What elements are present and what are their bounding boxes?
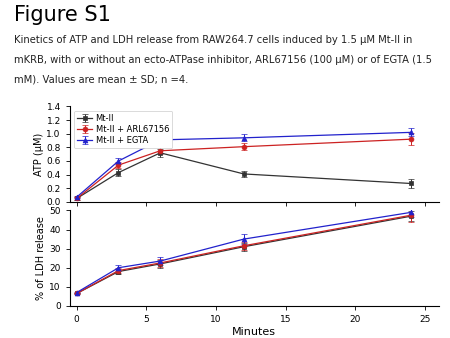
Legend: Mt-II, Mt-II + ARL67156, Mt-II + EGTA: Mt-II, Mt-II + ARL67156, Mt-II + EGTA (74, 111, 172, 148)
Text: Kinetics of ATP and LDH release from RAW264.7 cells induced by 1.5 μM Mt-II in: Kinetics of ATP and LDH release from RAW… (14, 35, 412, 46)
Text: Figure S1: Figure S1 (14, 5, 110, 25)
Y-axis label: ATP (μM): ATP (μM) (34, 132, 44, 176)
Y-axis label: % of LDH release: % of LDH release (36, 216, 46, 300)
Text: mM). Values are mean ± SD; n =4.: mM). Values are mean ± SD; n =4. (14, 75, 188, 85)
X-axis label: Minutes: Minutes (232, 327, 276, 337)
Text: mKRB, with or without an ecto-ATPase inhibitor, ARL67156 (100 μM) or of EGTA (1.: mKRB, with or without an ecto-ATPase inh… (14, 55, 432, 65)
